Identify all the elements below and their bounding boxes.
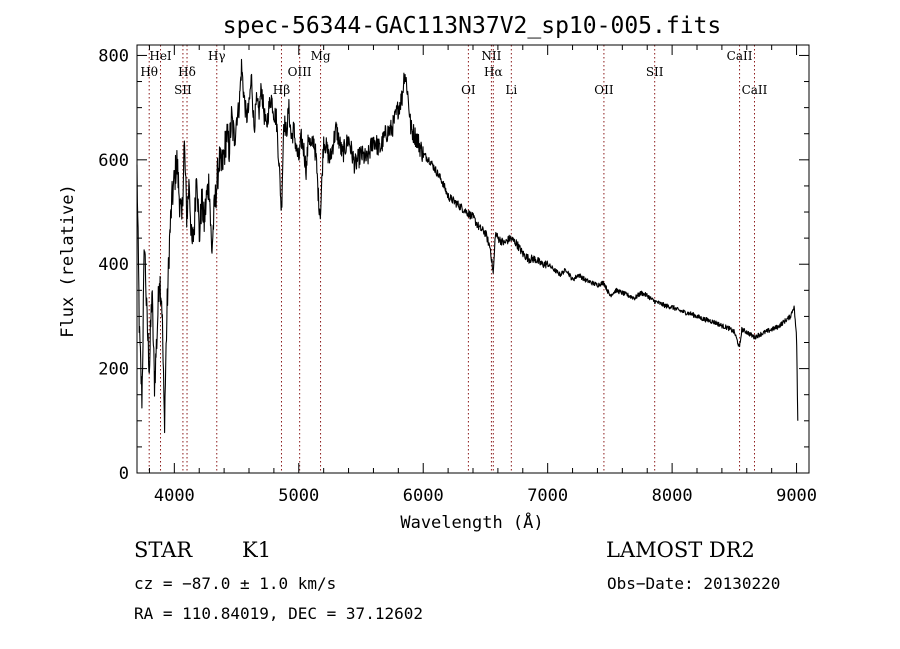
line-label-6: OIII xyxy=(288,65,312,79)
object-type: STAR xyxy=(134,538,193,562)
x-tick-label-5: 9000 xyxy=(776,486,817,506)
y-tick-label-0: 0 xyxy=(119,464,129,484)
velocity-readout: cz = −87.0 ± 1.0 km/s xyxy=(134,574,337,593)
y-tick-label-4: 800 xyxy=(98,46,129,66)
y-tick-label-3: 600 xyxy=(98,151,129,171)
y-axis: 0 200 400 600 800 xyxy=(98,46,809,484)
line-label-3: Hδ xyxy=(178,65,196,79)
line-label-13: SII xyxy=(646,65,664,79)
obs-date: Obs−Date: 20130220 xyxy=(607,574,781,593)
x-tick-label-1: 5000 xyxy=(278,486,319,506)
spectrum-layer xyxy=(136,58,799,434)
line-label-14: CaII xyxy=(727,49,753,63)
spectrum-line xyxy=(136,58,799,434)
line-label-9: NII xyxy=(481,49,501,63)
survey-name: LAMOST DR2 xyxy=(606,538,755,562)
spectrum-chart: spec-56344-GAC113N37V2_sp10-005.fits HθH… xyxy=(58,13,817,533)
y-tick-label-1: 200 xyxy=(98,360,129,380)
line-label-15: CaII xyxy=(742,83,768,97)
line-label-4: Hγ xyxy=(208,49,226,63)
line-label-8: OI xyxy=(461,83,476,97)
line-label-11: Li xyxy=(505,83,517,97)
line-label-5: Hβ xyxy=(273,83,290,97)
line-label-0: Hθ xyxy=(140,65,158,79)
x-axis: 4000 5000 6000 7000 8000 9000 xyxy=(148,45,817,506)
x-tick-label-0: 4000 xyxy=(154,486,195,506)
x-tick-label-3: 7000 xyxy=(527,486,568,506)
line-label-12: OII xyxy=(594,83,614,97)
line-label-10: Hα xyxy=(484,65,503,79)
y-tick-label-2: 400 xyxy=(98,255,129,275)
x-tick-label-4: 8000 xyxy=(652,486,693,506)
chart-title: spec-56344-GAC113N37V2_sp10-005.fits xyxy=(223,13,722,39)
line-label-2: SII xyxy=(174,83,192,97)
line-label-1: HeI xyxy=(149,49,172,63)
x-tick-label-2: 6000 xyxy=(403,486,444,506)
y-axis-label: Flux (relative) xyxy=(58,184,78,338)
x-axis-label: Wavelength (Å) xyxy=(400,511,543,533)
object-subclass: K1 xyxy=(242,538,272,562)
line-label-7: Mg xyxy=(311,49,331,63)
coordinates: RA = 110.84019, DEC = 37.12602 xyxy=(134,604,423,623)
